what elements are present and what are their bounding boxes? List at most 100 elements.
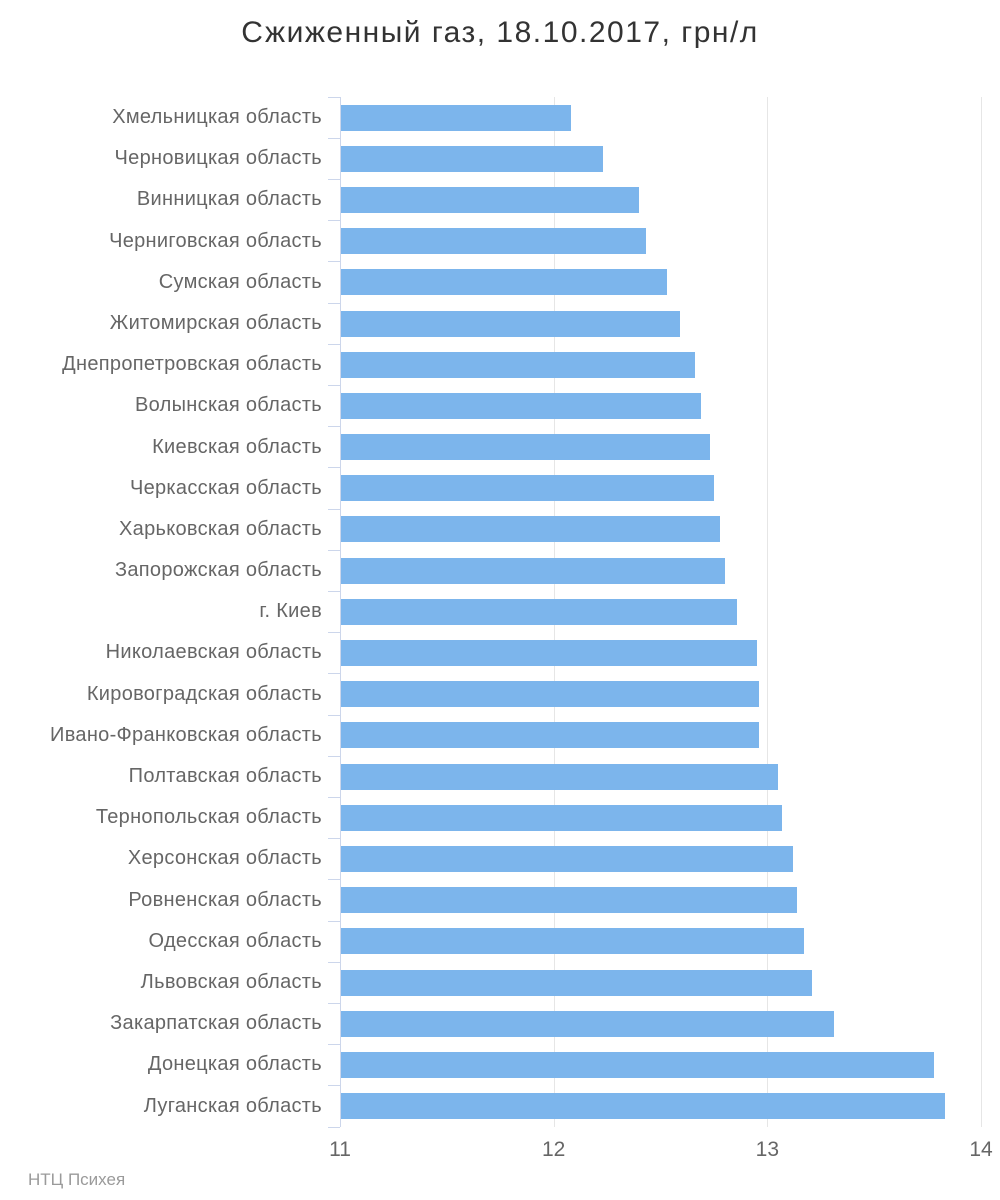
category-labels: Хмельницкая область Черновицкая область Ви…	[0, 97, 322, 1127]
bar-14[interactable]	[340, 681, 759, 708]
category-label: Сумская область	[158, 270, 322, 293]
category-label: Николаевская область	[105, 641, 322, 664]
bar-row	[340, 427, 981, 468]
category-label: Харьковская область	[119, 517, 322, 540]
bar-row	[340, 138, 981, 179]
category-label: Львовская область	[140, 970, 322, 993]
bar-row	[340, 1086, 981, 1127]
bar-2[interactable]	[340, 186, 640, 213]
value-axis-label: 11	[329, 1138, 351, 1161]
bar-10[interactable]	[340, 516, 721, 543]
bar-row	[340, 756, 981, 797]
bar-18[interactable]	[340, 845, 793, 872]
category-axis-tick	[328, 467, 340, 469]
value-axis-label: 12	[541, 1138, 566, 1161]
bar-row	[340, 797, 981, 838]
bar-16[interactable]	[340, 763, 779, 790]
category-axis-tick	[328, 1085, 340, 1087]
category-axis-tick	[328, 302, 340, 304]
bar-row	[340, 550, 981, 591]
bar-row	[340, 1003, 981, 1044]
category-label: Волынская область	[135, 394, 322, 417]
chart-title: Сжиженный газ, 18.10.2017, грн/л	[241, 16, 759, 49]
bar-row	[340, 880, 981, 921]
category-label: Луганская область	[143, 1094, 322, 1117]
category-label: Житомирская область	[109, 311, 322, 334]
category-axis-tick	[328, 632, 340, 634]
category-label: Ровненская область	[128, 888, 322, 911]
bar-22[interactable]	[340, 1010, 834, 1037]
bar-row	[340, 262, 981, 303]
category-axis-tick	[328, 96, 340, 98]
bar-1[interactable]	[340, 145, 603, 172]
bar-row	[340, 303, 981, 344]
bar-row	[340, 179, 981, 220]
category-axis-tick	[328, 178, 340, 180]
category-label: Закарпатская область	[110, 1012, 322, 1035]
bar-12[interactable]	[340, 598, 738, 625]
bar-row	[340, 97, 981, 138]
bar-row	[340, 221, 981, 262]
plot-area	[340, 97, 982, 1127]
category-axis-tick	[328, 549, 340, 551]
bar-row	[340, 674, 981, 715]
credits-link[interactable]: НТЦ Психея	[28, 1170, 126, 1189]
bar-9[interactable]	[340, 475, 714, 502]
bar-row	[340, 632, 981, 673]
category-label: Херсонская область	[127, 847, 322, 870]
bar-21[interactable]	[340, 969, 813, 996]
bar-row	[340, 468, 981, 509]
category-axis-tick	[328, 1126, 340, 1128]
bar-11[interactable]	[340, 557, 725, 584]
bar-row	[340, 344, 981, 385]
category-axis-tick	[328, 1044, 340, 1046]
category-label: Ивано-Франковская область	[50, 723, 322, 746]
category-label: Черниговская область	[109, 229, 322, 252]
bar-20[interactable]	[340, 928, 804, 955]
category-axis-tick	[328, 261, 340, 263]
category-axis-tick	[328, 384, 340, 386]
bar-23[interactable]	[340, 1051, 934, 1078]
category-axis-tick	[328, 879, 340, 881]
category-axis-tick	[328, 714, 340, 716]
category-axis-tick	[328, 1002, 340, 1004]
gridline-14	[981, 97, 982, 1127]
bar-8[interactable]	[340, 434, 710, 461]
bar-17[interactable]	[340, 804, 783, 831]
bar-row	[340, 962, 981, 1003]
category-axis-line	[340, 97, 341, 1127]
bar-24[interactable]	[340, 1093, 945, 1120]
category-axis-tick	[328, 508, 340, 510]
bar-row	[340, 921, 981, 962]
bar-15[interactable]	[340, 722, 759, 749]
bar-row	[340, 591, 981, 632]
category-label: Хмельницкая область	[112, 106, 322, 128]
bar-7[interactable]	[340, 392, 702, 419]
bar-0[interactable]	[340, 104, 571, 131]
category-label: Тернопольская область	[95, 806, 322, 829]
bar-3[interactable]	[340, 228, 646, 255]
bar-6[interactable]	[340, 351, 695, 378]
category-label: Киевская область	[152, 435, 322, 458]
gridline-13	[767, 97, 769, 1127]
category-axis-tick	[328, 590, 340, 592]
category-axis-tick	[328, 220, 340, 222]
category-label: Донецкая область	[147, 1053, 322, 1076]
bar-4[interactable]	[340, 269, 667, 296]
category-axis-tick	[328, 137, 340, 139]
bar-19[interactable]	[340, 887, 798, 914]
bar-13[interactable]	[340, 640, 757, 667]
category-label: Винницкая область	[136, 188, 322, 211]
category-label: г. Киев	[259, 600, 322, 623]
category-axis-tick	[328, 673, 340, 675]
category-label: Кировоградская область	[86, 682, 322, 705]
value-axis-labels: 11 12 13 14	[329, 1138, 993, 1170]
category-axis-tick	[328, 796, 340, 798]
bar-row	[340, 385, 981, 426]
value-axis-label: 13	[755, 1138, 780, 1161]
category-label: Одесская область	[148, 929, 322, 952]
category-axis-tick	[328, 920, 340, 922]
category-axis-tick	[328, 961, 340, 963]
bar-5[interactable]	[340, 310, 680, 337]
